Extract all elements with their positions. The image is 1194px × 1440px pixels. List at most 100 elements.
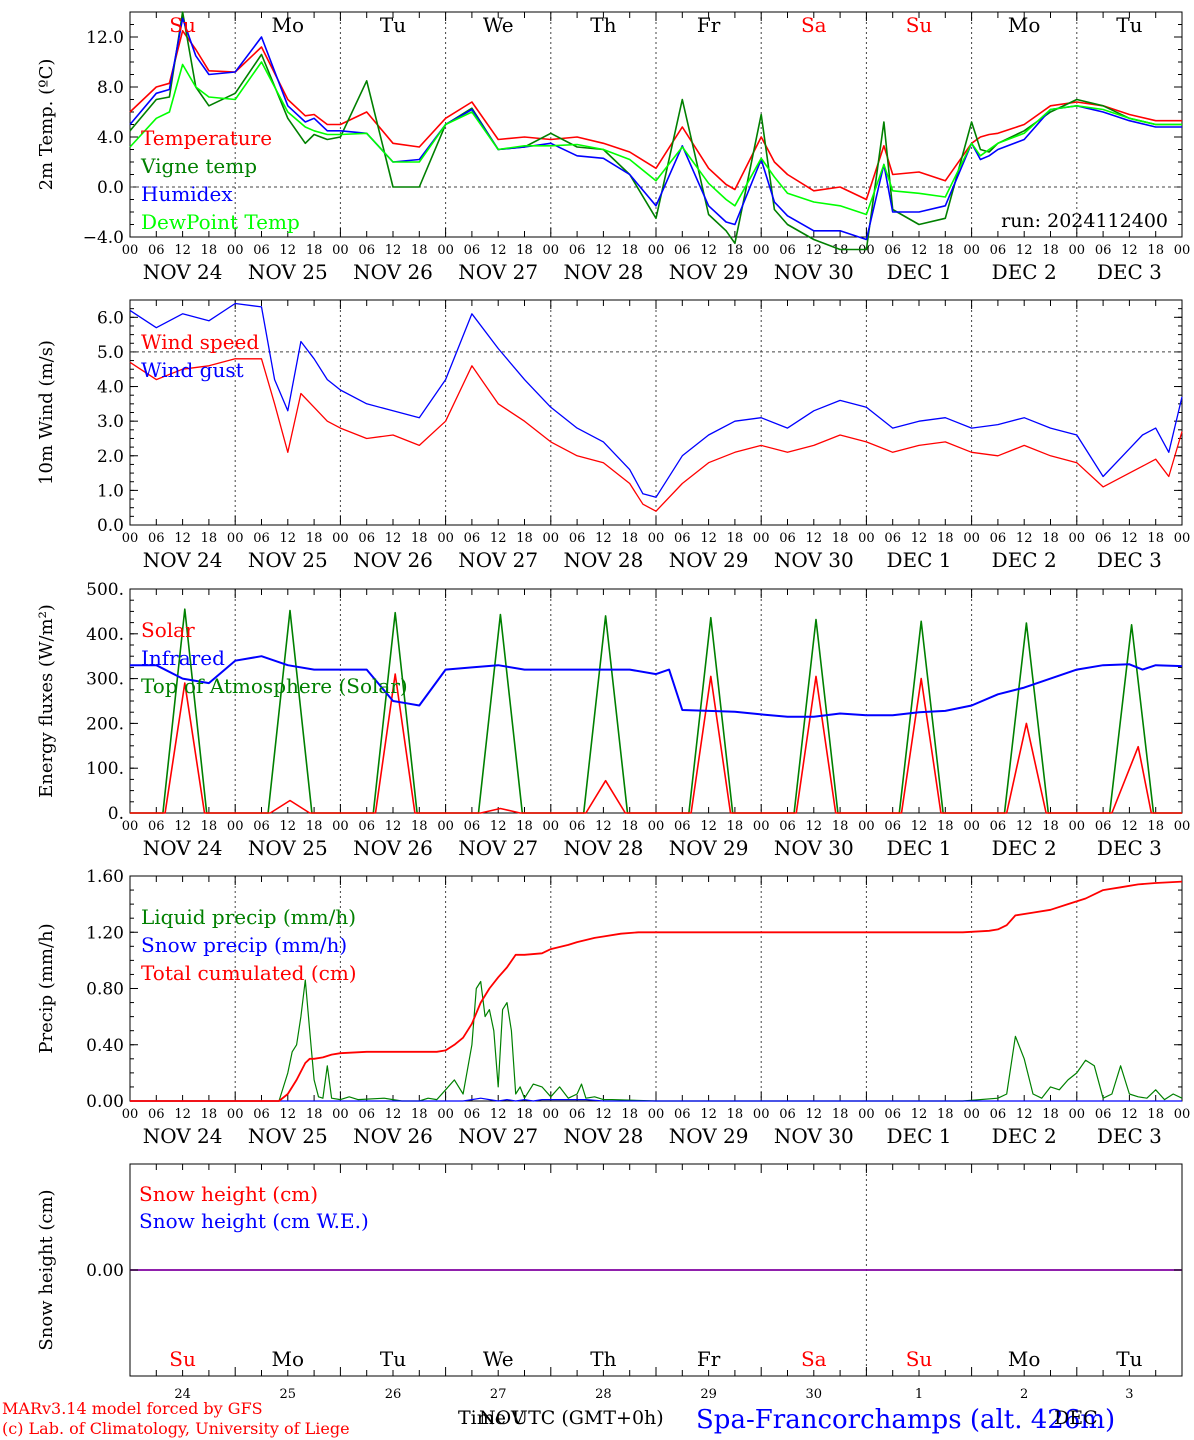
hour-tick-label: 12 bbox=[1016, 531, 1033, 546]
hour-tick-label: 00 bbox=[1174, 819, 1191, 834]
weekday-label: Tu bbox=[1116, 13, 1142, 37]
hour-tick-label: 12 bbox=[595, 243, 612, 258]
lab-credit: (c) Lab. of Climatology, University of L… bbox=[2, 1419, 350, 1438]
date-label: NOV 24 bbox=[143, 1124, 223, 1148]
y-tick-label: 0. bbox=[108, 804, 124, 824]
hour-tick-label: 18 bbox=[621, 531, 638, 546]
hour-tick-label: 12 bbox=[806, 243, 823, 258]
hour-tick-label: 06 bbox=[358, 531, 375, 546]
hour-tick-label: 00 bbox=[648, 531, 665, 546]
hour-tick-label: 18 bbox=[411, 243, 428, 258]
weekday-label: Fr bbox=[697, 1347, 721, 1371]
hour-tick-label: 06 bbox=[148, 243, 165, 258]
hour-tick-label: 12 bbox=[700, 243, 717, 258]
hour-tick-label: 06 bbox=[464, 531, 481, 546]
hour-tick-label: 18 bbox=[832, 531, 849, 546]
hour-tick-label: 00 bbox=[437, 819, 454, 834]
date-label: NOV 25 bbox=[248, 836, 328, 860]
hour-tick-label: 18 bbox=[832, 243, 849, 258]
y-tick-label: 200. bbox=[86, 714, 124, 734]
day-number-label: 30 bbox=[806, 1387, 823, 1402]
hour-tick-label: 00 bbox=[753, 819, 770, 834]
hour-tick-label: 00 bbox=[648, 1107, 665, 1122]
hour-tick-label: 18 bbox=[1042, 1107, 1059, 1122]
legend-entry: Liquid precip (mm/h) bbox=[141, 905, 356, 929]
hour-tick-label: 00 bbox=[858, 819, 875, 834]
y-axis-title: Energy fluxes (W/m²) bbox=[36, 604, 57, 798]
hour-tick-label: 00 bbox=[437, 243, 454, 258]
hour-tick-label: 00 bbox=[858, 1107, 875, 1122]
y-tick-label: 8.0 bbox=[97, 78, 124, 98]
hour-tick-label: 00 bbox=[753, 243, 770, 258]
hour-tick-label: 00 bbox=[1069, 243, 1086, 258]
hour-tick-label: 06 bbox=[779, 531, 796, 546]
y-tick-label: 12.0 bbox=[86, 28, 124, 48]
legend-entry: Infrared bbox=[141, 646, 225, 670]
y-tick-label: 6.0 bbox=[97, 308, 124, 328]
hour-tick-label: 00 bbox=[122, 243, 139, 258]
hour-tick-label: 06 bbox=[464, 1107, 481, 1122]
hour-tick-label: 12 bbox=[385, 243, 402, 258]
hour-tick-label: 18 bbox=[201, 1107, 218, 1122]
y-tick-label: 400. bbox=[86, 625, 124, 645]
y-tick-label: 1.20 bbox=[86, 923, 124, 943]
y-axis-title: Precip (mm/h) bbox=[36, 923, 57, 1053]
legend-entry: Snow height (cm) bbox=[139, 1182, 318, 1206]
date-label: NOV 30 bbox=[774, 836, 854, 860]
hour-tick-label: 12 bbox=[1016, 819, 1033, 834]
date-label: DEC 2 bbox=[992, 836, 1057, 860]
hour-tick-label: 12 bbox=[1016, 1107, 1033, 1122]
hour-tick-label: 06 bbox=[990, 243, 1007, 258]
energy-fluxes-panel: 00 06 12 18 00 06 12 18 00 06 12 18 00 06 12 18 00 06 12 18… bbox=[36, 580, 1190, 860]
date-label: DEC 1 bbox=[886, 836, 951, 860]
date-label: DEC 3 bbox=[1097, 836, 1162, 860]
y-tick-label: 300. bbox=[86, 670, 124, 690]
day-number-label: 29 bbox=[700, 1387, 717, 1402]
hour-tick-label: 00 bbox=[543, 243, 560, 258]
hour-tick-label: 18 bbox=[1147, 819, 1164, 834]
y-tick-label: 0.0 bbox=[97, 516, 124, 536]
series-line-temperature bbox=[129, 29, 1182, 201]
y-axis-title: Snow height (cm) bbox=[36, 1189, 57, 1350]
hour-tick-label: 06 bbox=[358, 819, 375, 834]
weekday-label: Mo bbox=[1008, 13, 1041, 37]
y-tick-label: 4.0 bbox=[97, 128, 124, 148]
hour-tick-label: 00 bbox=[332, 243, 349, 258]
day-number-label: 25 bbox=[280, 1387, 297, 1402]
y-tick-label: 0.0 bbox=[97, 178, 124, 198]
legend-entry: Humidex bbox=[141, 182, 233, 206]
weekday-label: We bbox=[483, 13, 514, 37]
series-line-dewpoint-temp bbox=[129, 61, 1182, 216]
legend-entry: DewPoint Temp bbox=[141, 210, 300, 234]
hour-tick-label: 00 bbox=[858, 531, 875, 546]
hour-tick-label: 00 bbox=[1069, 819, 1086, 834]
series-line-humidex bbox=[129, 17, 1182, 241]
hour-tick-label: 00 bbox=[543, 531, 560, 546]
date-label: DEC 3 bbox=[1097, 1124, 1162, 1148]
date-label: NOV 30 bbox=[774, 548, 854, 572]
date-label: NOV 28 bbox=[564, 548, 644, 572]
date-label: NOV 28 bbox=[564, 1124, 644, 1148]
date-label: NOV 29 bbox=[669, 548, 749, 572]
date-label: NOV 26 bbox=[353, 260, 433, 284]
weekday-label: Mo bbox=[1008, 1347, 1041, 1371]
hour-tick-label: 06 bbox=[1095, 531, 1112, 546]
snow-height-panel: 0.00 Snow height (cm) Snow height (cm) Snow… bbox=[36, 1163, 1183, 1402]
station-name: Spa-Francorchamps (alt. 426m) bbox=[696, 1405, 1115, 1435]
date-label: NOV 24 bbox=[143, 260, 223, 284]
precipitation-panel: 00 06 12 18 00 06 12 18 00 06 12 18 00 06 12 18 00 06 12 18… bbox=[36, 867, 1190, 1148]
hour-tick-label: 00 bbox=[1174, 1107, 1191, 1122]
weekday-label: Su bbox=[169, 13, 196, 37]
y-tick-label: −4.0 bbox=[83, 228, 124, 248]
hour-tick-label: 12 bbox=[1121, 1107, 1138, 1122]
hour-tick-label: 00 bbox=[858, 243, 875, 258]
hour-tick-label: 06 bbox=[674, 819, 691, 834]
date-label: NOV 27 bbox=[458, 1124, 538, 1148]
hour-tick-label: 12 bbox=[490, 243, 507, 258]
day-number-label: 1 bbox=[915, 1387, 923, 1402]
date-label: NOV 28 bbox=[564, 260, 644, 284]
footer: MARv3.14 model forced by GFS (c) Lab. of… bbox=[2, 1399, 1115, 1438]
y-tick-label: 1.0 bbox=[97, 481, 124, 501]
hour-tick-label: 12 bbox=[806, 819, 823, 834]
hour-tick-label: 00 bbox=[332, 819, 349, 834]
